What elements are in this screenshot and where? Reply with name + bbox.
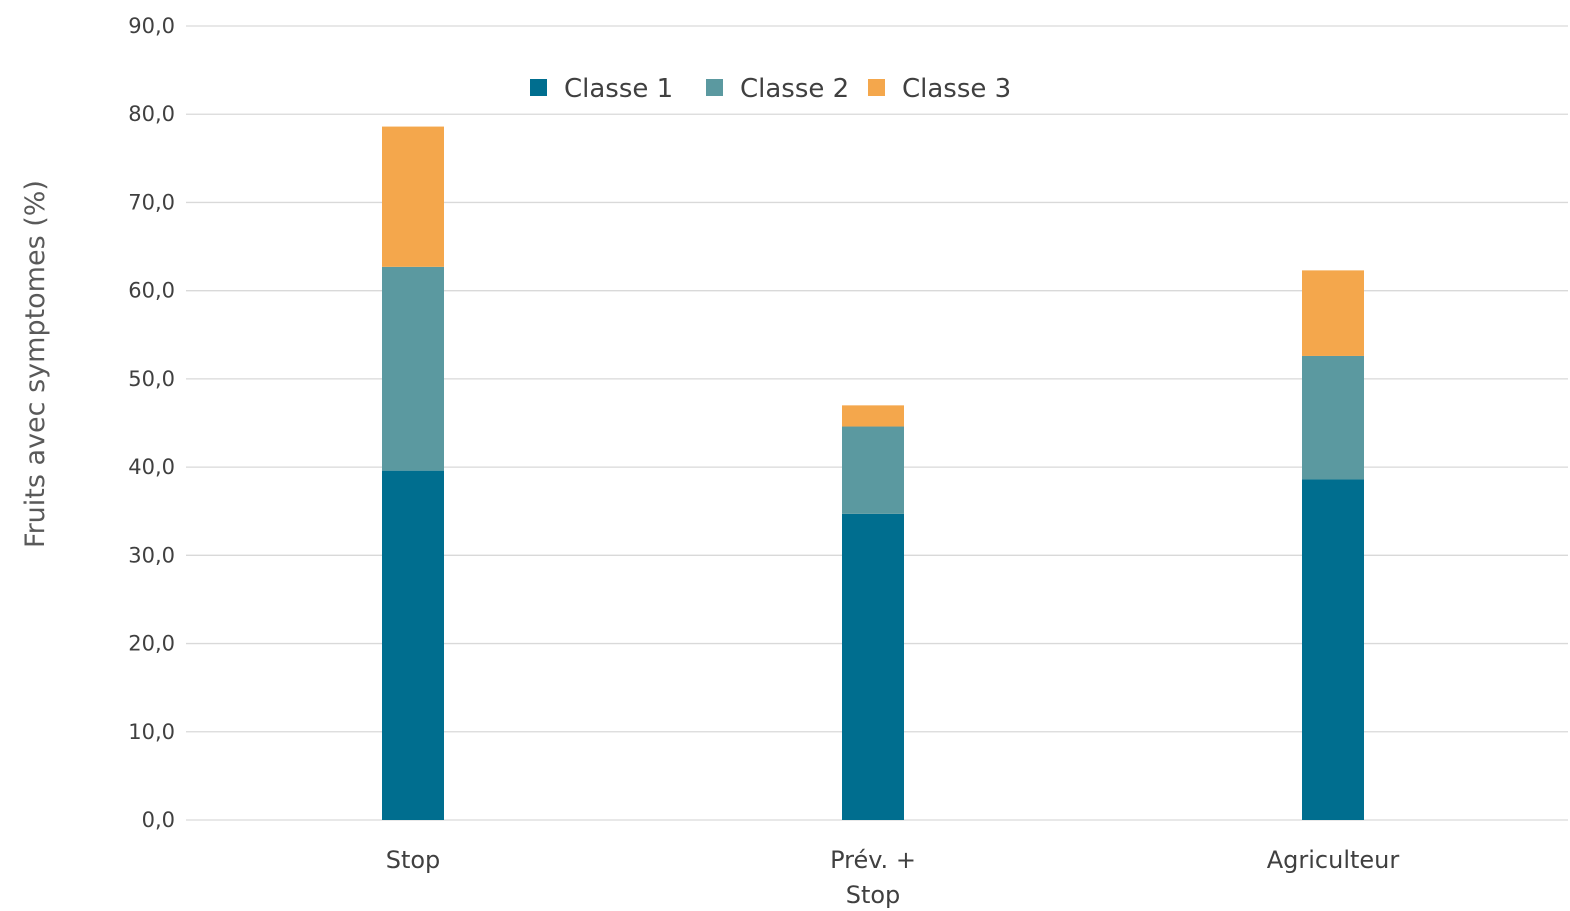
bar-segment bbox=[1302, 270, 1364, 356]
bar-segment bbox=[842, 405, 904, 427]
bar-segment bbox=[1302, 355, 1364, 480]
legend-label: Classe 3 bbox=[902, 74, 1011, 104]
y-tick-label: 70,0 bbox=[128, 190, 175, 214]
bar-segment bbox=[1302, 479, 1364, 820]
bar-segment bbox=[842, 513, 904, 820]
bar-segment bbox=[842, 426, 904, 514]
bar-segment bbox=[382, 266, 444, 471]
y-axis-title: Fruits avec symptomes (%) bbox=[20, 180, 51, 548]
bars bbox=[382, 126, 1364, 820]
legend-swatch bbox=[868, 79, 885, 96]
legend-swatch bbox=[706, 79, 723, 96]
x-category-label: Prév. + Stop bbox=[830, 846, 916, 909]
y-tick-label: 20,0 bbox=[128, 632, 175, 656]
x-category-label: Agriculteur bbox=[1267, 846, 1400, 874]
y-tick-label: 80,0 bbox=[128, 102, 175, 126]
legend: Classe 1 Classe 2 Classe 3 bbox=[530, 74, 1011, 104]
y-tick-label: 40,0 bbox=[128, 455, 175, 479]
bar-segment bbox=[382, 126, 444, 267]
bar-segment bbox=[382, 470, 444, 820]
y-tick-label: 0,0 bbox=[142, 808, 175, 832]
legend-label: Classe 2 bbox=[740, 74, 849, 104]
y-tick-label: 50,0 bbox=[128, 367, 175, 391]
y-tick-label: 60,0 bbox=[128, 279, 175, 303]
legend-label: Classe 1 bbox=[564, 74, 673, 104]
y-tick-label: 30,0 bbox=[128, 543, 175, 567]
y-tick-label: 90,0 bbox=[128, 14, 175, 38]
y-axis-tick-labels: 0,0 10,0 20,0 30,0 40,0 50,0 60,0 70,0 80,0 90,0 bbox=[128, 14, 175, 832]
x-category-label: Stop bbox=[386, 846, 441, 874]
legend-swatch bbox=[530, 79, 547, 96]
x-axis-category-labels: Stop Prév. + Stop Agriculteur bbox=[386, 846, 1400, 909]
y-tick-label: 10,0 bbox=[128, 720, 175, 744]
